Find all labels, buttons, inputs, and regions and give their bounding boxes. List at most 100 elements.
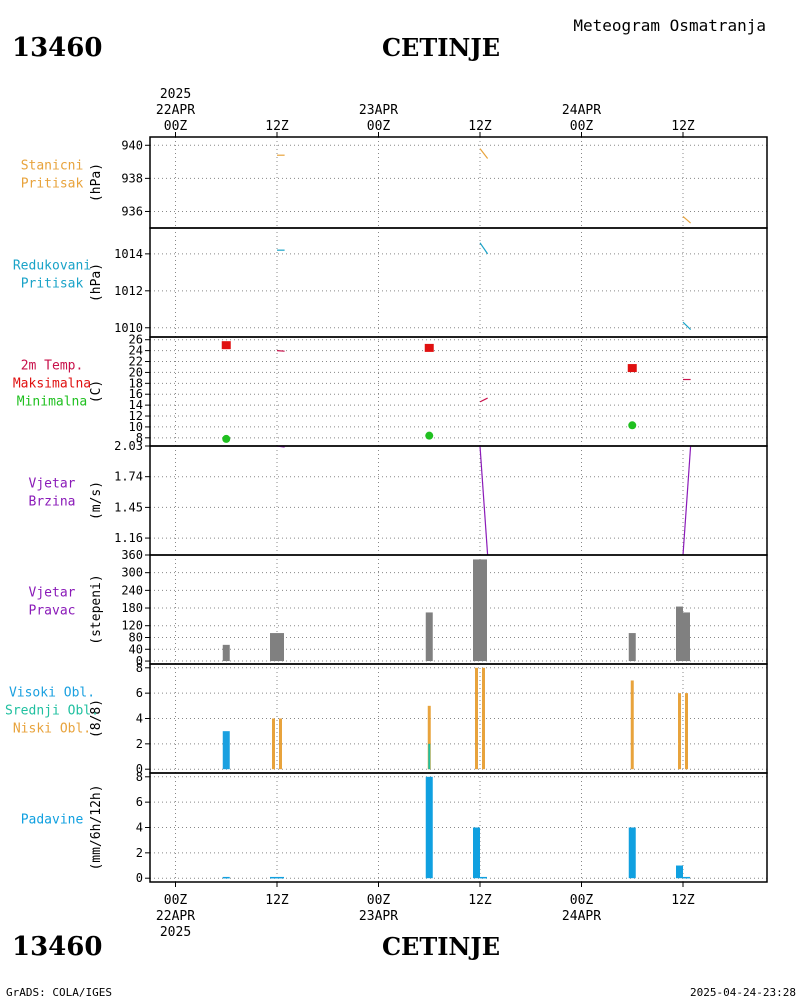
chart-panels: 936938940(hPa)StanicniPritisak1010101210…: [5, 132, 768, 887]
panel-frame: [149, 445, 768, 556]
y-tick-label: 180: [121, 601, 143, 615]
wind-direction-bar: [683, 612, 690, 662]
y-axis-label: (C): [89, 380, 104, 403]
y-tick-label: 80: [129, 630, 143, 644]
panel-frame: [149, 227, 768, 338]
panel-label: Visoki Obl.: [9, 686, 95, 701]
wind-direction-bar: [676, 606, 683, 662]
y-tick-label: 1014: [114, 247, 143, 261]
y-tick-label: 938: [121, 171, 143, 185]
panel-frame: [149, 772, 768, 883]
y-tick-label: 1.16: [114, 531, 143, 545]
precipitation-bar: [683, 876, 690, 879]
series-segment: [479, 445, 489, 556]
top-tick-label: 2025: [160, 87, 191, 102]
panel-label: Srednji Obl.: [5, 704, 99, 719]
panel-label: Stanicni: [21, 159, 84, 174]
panel-frame: [149, 554, 768, 665]
top-tick-label: 24APR: [562, 103, 601, 118]
panel-vjetar-brzina: 1.16 1.45 1.74 2.03 (m/s) Vjetar Brzina: [29, 439, 768, 556]
max-temp-marker: [424, 343, 434, 352]
y-tick-label: 24: [129, 344, 143, 358]
bottom-tick-label: 00Z: [164, 893, 188, 908]
max-temp-marker: [627, 364, 637, 373]
panel-frame: [149, 336, 768, 447]
y-tick-label: 360: [121, 548, 143, 562]
wind-direction-bar: [628, 633, 636, 662]
y-tick-label: 936: [121, 204, 143, 218]
y-tick-label: 22: [129, 355, 143, 369]
y-tick-label: 120: [121, 619, 143, 633]
panel-redukovani: 1010 1012 1014 (hPa)Redukovani Pritisak: [13, 227, 768, 338]
panel-label: Redukovani: [13, 259, 91, 274]
precipitation-bar: [473, 827, 480, 879]
top-tick-label: 00Z: [570, 119, 594, 134]
panel-label: Niski Obl.: [13, 722, 91, 737]
y-axis-label: (mm/6h/12h): [89, 784, 104, 870]
precipitation-bar: [676, 865, 683, 879]
y-tick-label: 2: [136, 846, 143, 860]
y-tick-label: 16: [129, 387, 143, 401]
precipitation-bar: [628, 827, 636, 879]
low-cloud-bar: [272, 718, 275, 770]
max-temp-marker: [221, 341, 231, 350]
precipitation-bar: [277, 876, 284, 879]
low-cloud-bar: [279, 718, 282, 770]
y-tick-label: 8: [136, 661, 143, 675]
y-tick-label: 940: [121, 138, 143, 152]
y-tick-label: 18: [129, 376, 143, 390]
y-tick-label: 2: [136, 737, 143, 751]
low-cloud-bar: [482, 667, 485, 770]
y-tick-label: 12: [129, 409, 143, 423]
y-tick-label: 2.03: [114, 439, 143, 453]
y-tick-label: 26: [129, 333, 143, 347]
footer-timestamp: 2025-04-24-23:28: [690, 986, 796, 999]
wind-direction-bar: [480, 559, 487, 662]
top-tick-label: 23APR: [359, 103, 398, 118]
min-temp-marker: [628, 421, 637, 430]
y-tick-label: 0: [136, 654, 143, 668]
panel-label: 2m Temp.: [21, 359, 84, 374]
bottom-tick-label: 12Z: [265, 893, 289, 908]
top-tick-label: 12Z: [265, 119, 289, 134]
y-tick-label: 40: [129, 642, 143, 656]
bottom-tick-label: 23APR: [359, 909, 398, 924]
low-cloud-bar: [630, 680, 634, 770]
panel-frame: [149, 136, 768, 229]
y-axis-label: (hPa): [89, 263, 104, 302]
panel-label: Pravac: [29, 604, 76, 619]
y-tick-label: 0: [136, 762, 143, 776]
high-cloud-bar: [222, 731, 230, 770]
bottom-tick-label: 2025: [160, 925, 191, 940]
y-tick-label: 14: [129, 398, 143, 412]
y-tick-label: 1012: [114, 284, 143, 298]
y-tick-label: 10: [129, 420, 143, 434]
series-segment: [682, 215, 692, 224]
panel-label: Vjetar: [29, 586, 76, 601]
panel-oblacnost: 0 2 4 6 8 (8/8)Visoki Obl. Srednji Obl. Niski O…: [5, 661, 768, 776]
series-segment: [479, 397, 488, 403]
series-segment: [682, 445, 692, 556]
wind-direction-bar: [222, 644, 230, 662]
panel-label: Pritisak: [21, 177, 84, 192]
footer-credit: GrADS: COLA/IGES: [6, 986, 112, 999]
y-tick-label: 8: [136, 431, 143, 445]
y-tick-label: 4: [136, 712, 143, 726]
mid-cloud-bar: [428, 743, 431, 770]
low-cloud-bar: [678, 693, 681, 770]
top-tick-label: 00Z: [367, 119, 391, 134]
y-axis-label: (m/s): [89, 481, 104, 520]
precipitation-bar: [270, 876, 277, 879]
y-tick-label: 240: [121, 583, 143, 597]
min-temp-marker: [425, 431, 434, 440]
y-tick-label: 1.45: [114, 500, 143, 514]
panel-label: Pritisak: [21, 277, 84, 292]
station-id-bottom: 13460: [12, 932, 102, 962]
station-name-bottom: CETINJE: [382, 932, 500, 961]
bottom-tick-label: 12Z: [468, 893, 492, 908]
y-tick-label: 4: [136, 821, 143, 835]
